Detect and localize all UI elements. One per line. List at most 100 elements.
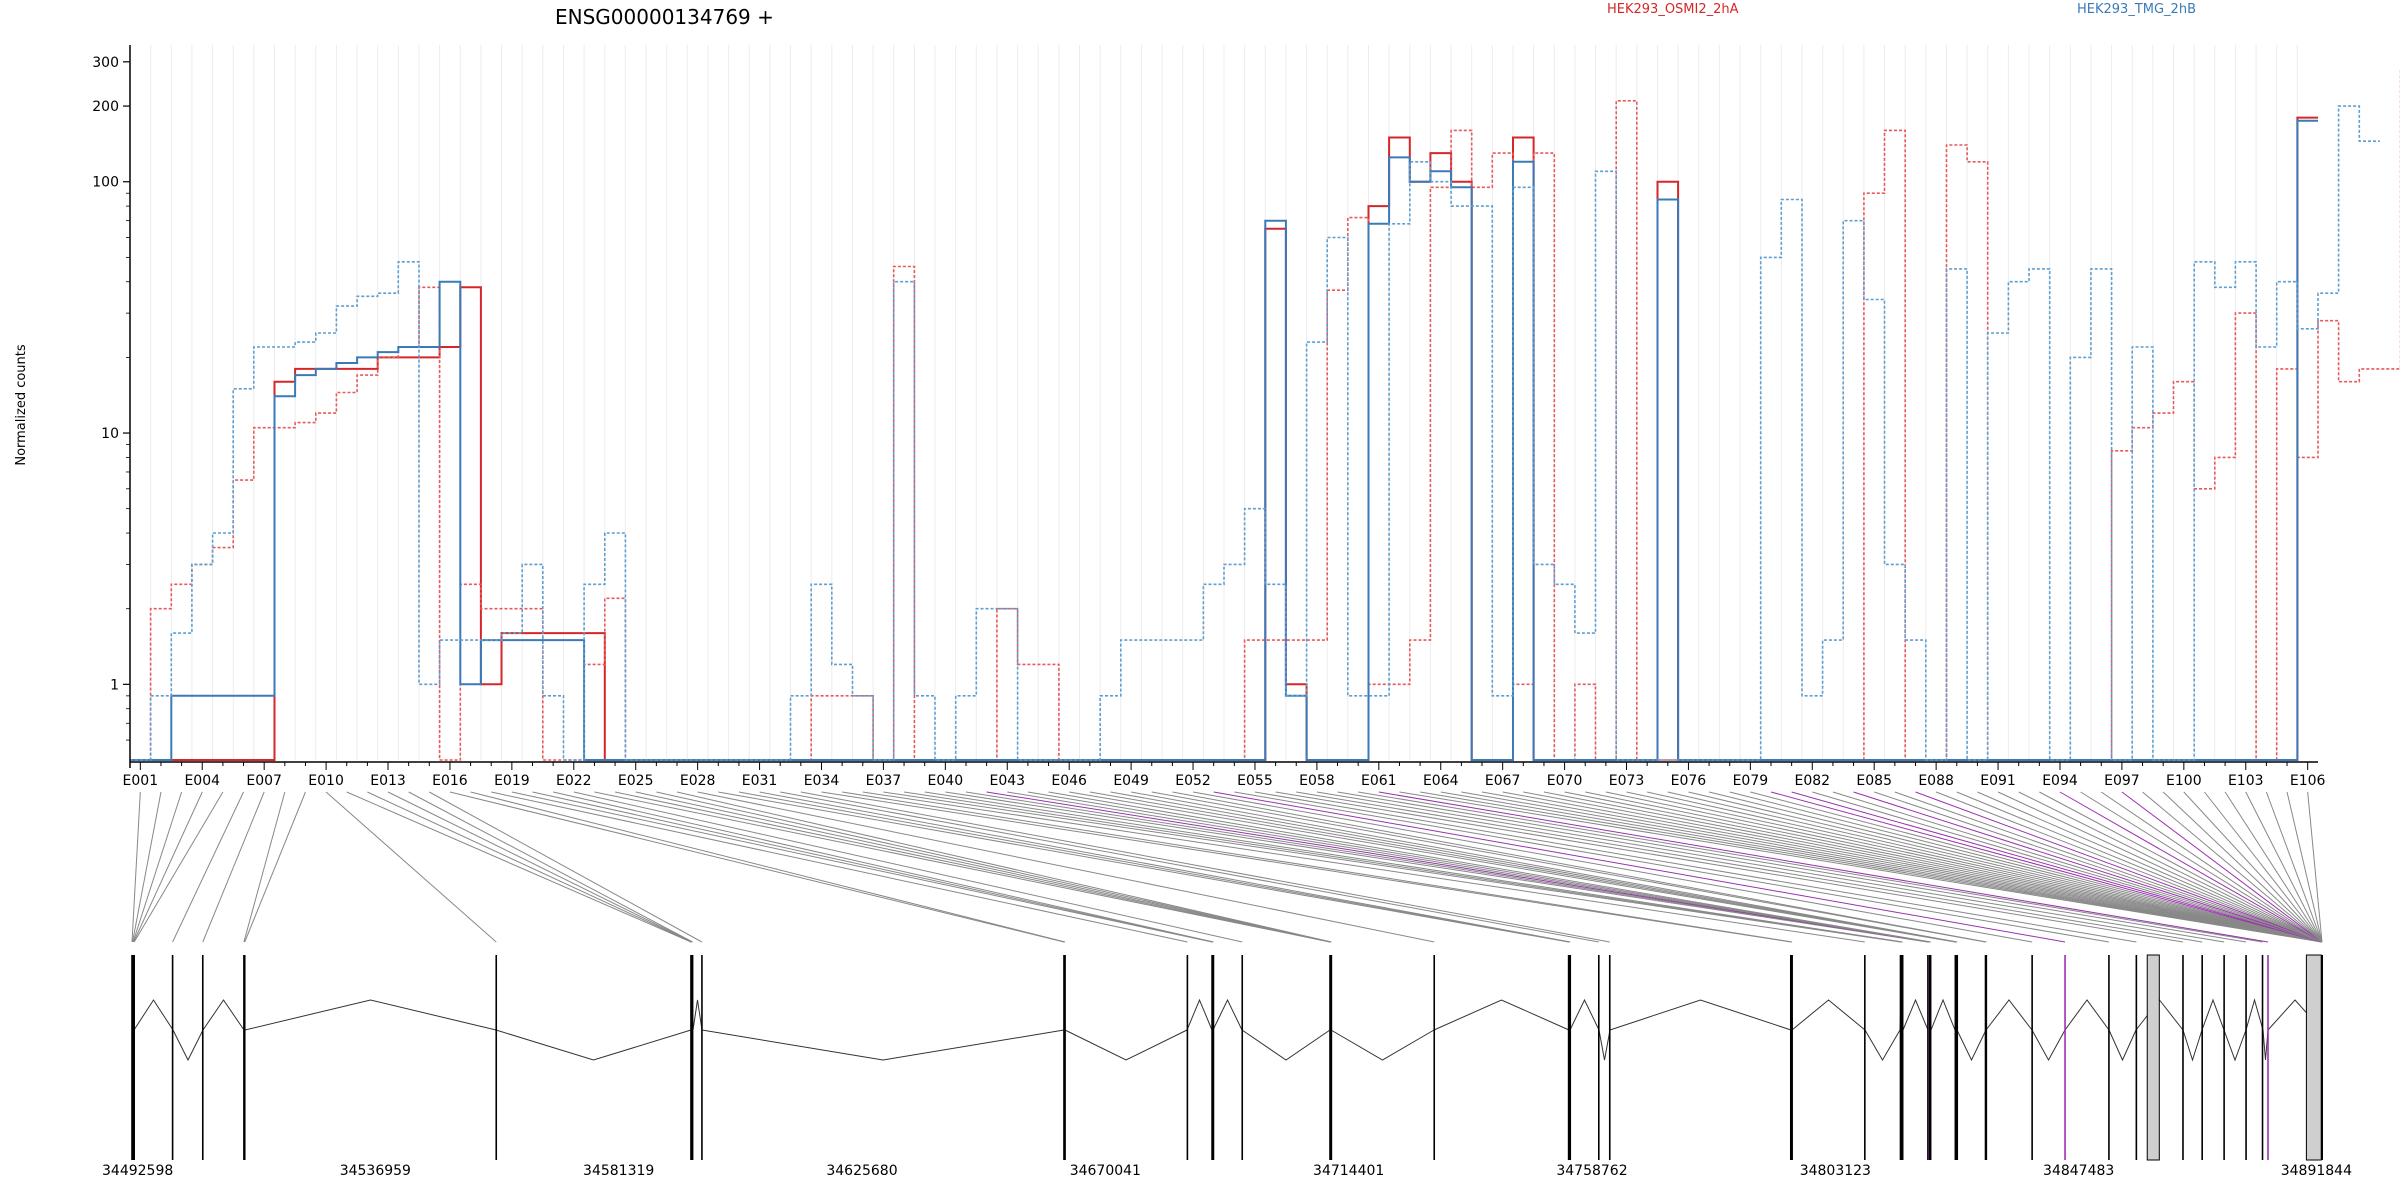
exon-connector [1977, 791, 2323, 943]
exon-connector [2018, 791, 2323, 943]
exon-connector [1151, 791, 1986, 943]
exon-connector [924, 791, 1903, 943]
exon-connector [2245, 791, 2323, 943]
exon-connector [1172, 791, 1987, 943]
exon-connector [553, 791, 1214, 943]
series-line-blue-dashed [130, 105, 2380, 761]
exon-connector [1812, 791, 2323, 943]
x-tick-label: E082 [1794, 773, 1830, 789]
x-tick-label: E064 [1423, 773, 1459, 789]
plot-axes: 1 10 100 200 300 E001 E004 E007 E010 E013 E016 E019… [92, 45, 2326, 789]
exon-connector [965, 791, 1929, 943]
exon-connector [676, 791, 1332, 943]
exon-connector [132, 791, 183, 943]
exon-connector [1399, 791, 2323, 943]
exon-connector [821, 791, 1791, 943]
exon-connector [1027, 791, 1931, 943]
coordinate-label: 34803123 [1800, 1163, 1871, 1179]
exon-connector [1791, 791, 2323, 943]
plot-grid [150, 45, 2298, 760]
x-tick-label: E088 [1918, 773, 1954, 789]
exon-connector [1007, 791, 1930, 943]
legend-label-tmg: HEK293_TMG_2hB [2077, 2, 2196, 17]
exon-connector [594, 791, 1331, 943]
x-tick-label: E025 [618, 773, 654, 789]
exon-connector [2080, 791, 2323, 943]
exon-connector [903, 791, 1902, 943]
exon-connector [759, 791, 1571, 943]
exon-connector [1316, 791, 2225, 943]
x-tick-label: E061 [1361, 773, 1397, 789]
exon-connector [1894, 791, 2323, 943]
exon-connector [133, 791, 203, 943]
exon-connector [697, 791, 1435, 943]
coordinate-label: 34492598 [102, 1163, 173, 1179]
exon-connector [1667, 791, 2323, 943]
exon-connector [1523, 791, 2323, 943]
exon-connector [614, 791, 1331, 943]
x-tick-label: E049 [1113, 773, 1149, 789]
exon-connector [244, 791, 306, 943]
exon-connector [573, 791, 1243, 943]
exon-connector [1048, 791, 1931, 943]
chart-title: ENSG00000134769 + [555, 5, 774, 29]
exon-connector [2039, 791, 2323, 943]
exon-connector [862, 791, 1865, 943]
exon-connector [1853, 791, 2323, 943]
exon-connector [2121, 791, 2323, 943]
exon-connector [1915, 791, 2323, 943]
exon-connector [408, 791, 693, 943]
exon-connector [1254, 791, 2137, 943]
exon-connector [367, 791, 692, 943]
exon-connector [346, 791, 692, 943]
exon-connector [883, 791, 1901, 943]
exon-connector [1935, 791, 2323, 943]
coordinate-label: 34625680 [826, 1163, 897, 1179]
exon-connector [532, 791, 1213, 943]
exon-connectors [131, 791, 2323, 943]
coordinate-label: 34891844 [2281, 1163, 2352, 1179]
x-tick-label: E055 [1237, 773, 1273, 789]
exon-connector [1461, 791, 2323, 943]
x-tick-label: E085 [1856, 773, 1892, 789]
y-tick-label: 200 [92, 99, 119, 115]
x-tick-label: E019 [494, 773, 530, 789]
x-tick-label: E076 [1671, 773, 1707, 789]
y-tick-label: 10 [101, 426, 119, 442]
exon-connector [1378, 791, 2269, 943]
exon-connector [1275, 791, 2184, 943]
exon-connector [1626, 791, 2323, 943]
coordinate-label: 34670041 [1070, 1163, 1141, 1179]
exon-connector [491, 791, 1188, 943]
exon-connector [986, 791, 1930, 943]
exon-connector [656, 791, 1332, 943]
exon-connector [635, 791, 1331, 943]
coordinate-label: 34847483 [2043, 1163, 2114, 1179]
exon-connector [800, 791, 1610, 943]
exon-connector [429, 791, 703, 943]
coordinate-label: 34758762 [1556, 1163, 1627, 1179]
exon-connector [387, 791, 693, 943]
x-tick-label: E037 [866, 773, 902, 789]
exon-connector [1708, 791, 2323, 943]
x-tick-label: E013 [370, 773, 406, 789]
x-tick-label: E100 [2166, 773, 2202, 789]
exon-connector [2183, 791, 2323, 943]
x-tick-label: E052 [1175, 773, 1211, 789]
exon-connector [2162, 791, 2323, 943]
x-tick-label: E058 [1299, 773, 1335, 789]
intron-line [133, 998, 2323, 1062]
x-tick-label: E073 [1609, 773, 1645, 789]
exon-connector [2265, 791, 2323, 943]
exon-connector [1832, 791, 2323, 943]
x-tick-label: E004 [184, 773, 220, 789]
exon-connector [132, 791, 162, 943]
exon-connector [1874, 791, 2323, 943]
exon-connector [1729, 791, 2323, 943]
genomic-coordinate-labels: 34492598 34536959 34581319 34625680 34670041… [102, 1163, 2352, 1179]
x-tick-label: E043 [989, 773, 1025, 789]
x-tick-label: E103 [2228, 773, 2264, 789]
coordinate-label: 34581319 [583, 1163, 654, 1179]
x-tick-label: E091 [1980, 773, 2016, 789]
exon-connector [2059, 791, 2323, 943]
